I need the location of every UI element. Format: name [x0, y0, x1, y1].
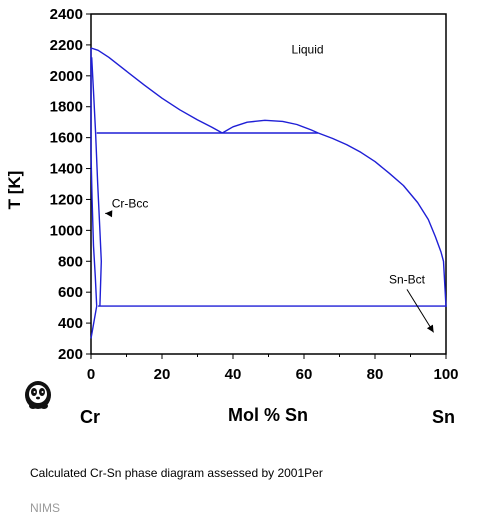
- y-tick-label: 1600: [50, 130, 83, 147]
- arrowhead-sn-bct: [426, 324, 434, 333]
- phase-boundaries: [90, 47, 447, 339]
- liquidus-left-line: [90, 47, 223, 134]
- y-tick-label: 1400: [50, 161, 83, 178]
- panda-logo-icon: [25, 381, 51, 409]
- y-tick-label: 1200: [50, 191, 83, 208]
- y-tick-label: 2000: [50, 68, 83, 85]
- source-label: NIMS: [30, 501, 60, 515]
- x-tick-labels: 0 20 40 60 80 100: [87, 366, 459, 383]
- phase-diagram-chart: Liquid Cr-Bcc Sn-Bct 0 20 40 60 80 100 200 400 60…: [5, 6, 459, 427]
- phase-label-cr-bcc: Cr-Bcc: [112, 196, 149, 210]
- plot-frame: [90, 13, 447, 355]
- y-tick-label: 200: [58, 346, 83, 363]
- figure-caption: Calculated Cr-Sn phase diagram assessed …: [30, 466, 323, 480]
- y-tick-label: 400: [58, 315, 83, 332]
- x-axis-label: Mol % Sn: [228, 405, 308, 425]
- miscibility-gap-line: [221, 119, 319, 134]
- y-tick-label: 1800: [50, 99, 83, 116]
- bcc-solvus-outer-line: [91, 57, 102, 307]
- x-tick-label: 80: [367, 366, 384, 383]
- x-tick-label: 20: [154, 366, 171, 383]
- x-tick-label: 40: [225, 366, 242, 383]
- arrowhead-cr-bcc: [105, 210, 113, 218]
- plot-axes: [86, 13, 447, 359]
- x-tick-label: 0: [87, 366, 95, 383]
- phase-label-sn-bct: Sn-Bct: [389, 272, 426, 286]
- y-tick-label: 1000: [50, 222, 83, 239]
- arrow-sn-bct: [406, 289, 435, 333]
- y-axis-label: T [K]: [5, 171, 24, 210]
- y-tick-label: 2400: [50, 6, 83, 23]
- y-tick-label: 2200: [50, 37, 83, 54]
- x-tick-label: 100: [433, 366, 458, 383]
- y-tick-label: 600: [58, 284, 83, 301]
- phase-label-liquid: Liquid: [292, 42, 324, 56]
- phase-labels: Liquid Cr-Bcc Sn-Bct: [105, 42, 435, 333]
- y-tick-label: 800: [58, 253, 83, 270]
- y-tick-labels: 200 400 600 800 1000 1200 1400 1600 1800 2000 2200…: [50, 6, 83, 363]
- x-tick-label: 60: [296, 366, 313, 383]
- liquidus-right-line: [317, 132, 447, 307]
- bcc-solvus-inner-line: [90, 48, 98, 339]
- right-endmember-label: Sn: [432, 407, 455, 427]
- left-endmember-label: Cr: [80, 407, 100, 427]
